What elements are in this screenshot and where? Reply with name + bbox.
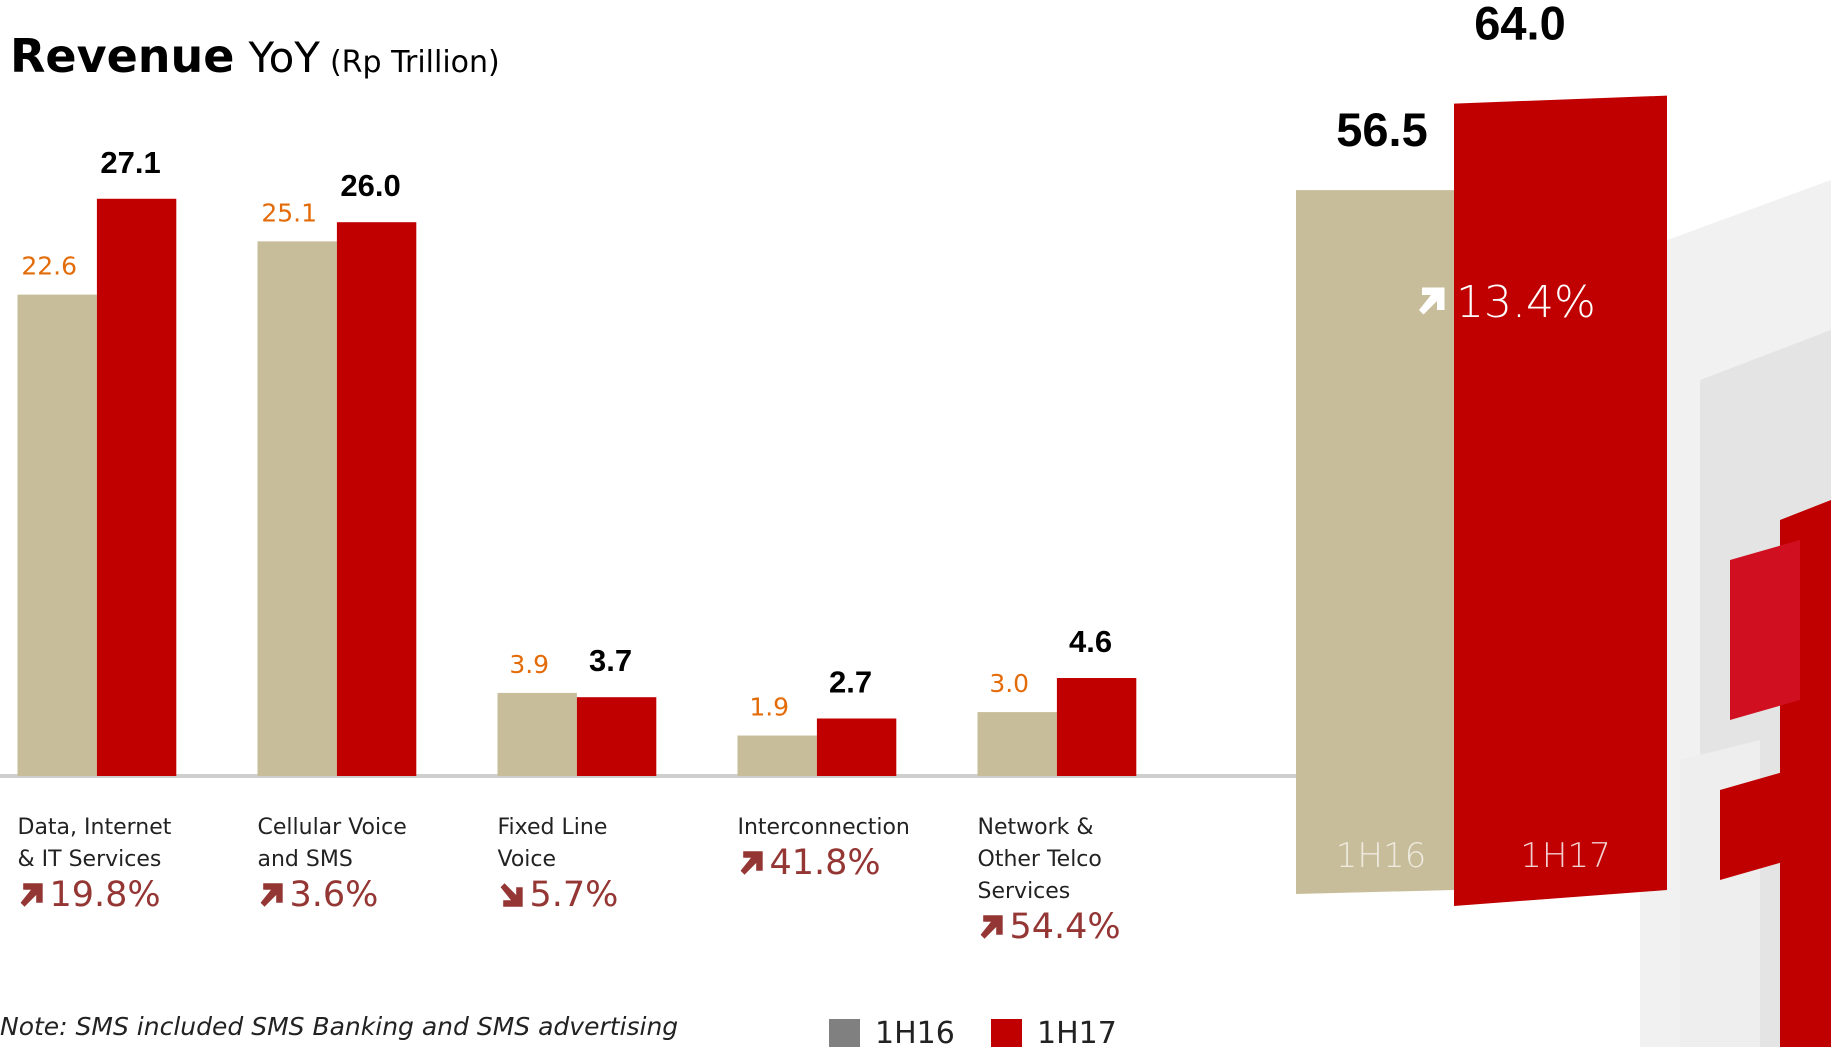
bar xyxy=(336,222,417,776)
value-label: 3.9 xyxy=(509,650,549,679)
legend-swatch xyxy=(829,1019,860,1047)
total-series-label: 1H17 xyxy=(1520,836,1610,876)
category-label: Interconnection xyxy=(737,815,910,840)
category: Network & Other Telco Services 54.4% xyxy=(978,812,1208,948)
arrow-icon xyxy=(500,883,523,907)
value-label: 26.0 xyxy=(340,168,400,203)
title-main: Revenue xyxy=(10,29,235,83)
arrow-icon xyxy=(20,883,43,907)
arrow-shape xyxy=(1419,287,1445,315)
arrow-icon xyxy=(1419,287,1445,315)
title: Revenue YoY (Rp Trillion) xyxy=(10,29,500,83)
change: 41.8% xyxy=(738,842,968,884)
value-label: 3.7 xyxy=(589,643,632,678)
value-label: 4.6 xyxy=(1069,624,1112,659)
change: 5.7% xyxy=(498,874,728,916)
bar xyxy=(1056,678,1137,776)
category-label: Network & Other Telco Services xyxy=(977,815,1102,904)
change-label: 41.8% xyxy=(769,843,881,883)
total-value-label: 64.0 xyxy=(1474,0,1565,50)
total-value-label: 56.5 xyxy=(1336,103,1427,156)
total-bar xyxy=(1454,95,1667,907)
value-label: 27.1 xyxy=(100,145,160,180)
total-change: 13.4% xyxy=(1419,277,1596,328)
title-unit: (Rp Trillion) xyxy=(330,45,500,80)
total-series-label: 1H16 xyxy=(1336,836,1426,876)
change: 3.6% xyxy=(258,874,488,916)
bar xyxy=(96,198,177,776)
bar xyxy=(977,712,1057,776)
category: Data, Internet & IT Services 19.8% xyxy=(18,812,248,916)
change: 54.4% xyxy=(978,906,1208,948)
title-suffix: YoY xyxy=(248,33,321,82)
category: Interconnection 41.8% xyxy=(738,812,968,884)
bar xyxy=(257,241,337,776)
arrow-shape xyxy=(260,883,283,907)
change-label: 19.8% xyxy=(49,875,161,915)
category-label: Fixed Line Voice xyxy=(497,815,608,872)
category: Fixed Line Voice 5.7% xyxy=(498,812,728,916)
change-label: 54.4% xyxy=(1009,907,1121,947)
category: Cellular Voice and SMS 3.6% xyxy=(258,812,488,916)
total-bar xyxy=(1296,190,1454,895)
arrow-icon xyxy=(980,915,1003,939)
change-label: 5.7% xyxy=(529,875,619,915)
category-label: Data, Internet & IT Services xyxy=(17,815,172,872)
arrow-icon xyxy=(260,883,283,907)
arrow-shape xyxy=(500,883,523,907)
value-label: 2.7 xyxy=(829,664,872,699)
arrow-shape xyxy=(20,883,43,907)
legend-label: 1H16 xyxy=(875,1016,955,1047)
value-label: 22.6 xyxy=(21,252,77,281)
value-label: 3.0 xyxy=(989,669,1029,698)
legend-swatch xyxy=(991,1019,1022,1047)
change-label: 3.6% xyxy=(289,875,379,915)
bar xyxy=(816,718,897,776)
legend-label: 1H17 xyxy=(1037,1016,1117,1047)
bar xyxy=(737,735,817,776)
change: 19.8% xyxy=(18,874,248,916)
arrow-icon xyxy=(740,851,763,875)
bar xyxy=(17,294,97,776)
arrow-shape xyxy=(980,915,1003,939)
total-change-label: 13.4% xyxy=(1456,277,1596,328)
arrow-shape xyxy=(740,851,763,875)
value-label: 1.9 xyxy=(749,693,789,722)
bar xyxy=(497,692,577,776)
bar xyxy=(576,697,657,776)
value-label: 25.1 xyxy=(261,198,317,227)
note: Note: SMS included SMS Banking and SMS a… xyxy=(0,1012,678,1041)
decor xyxy=(1640,180,1831,1047)
category-label: Cellular Voice and SMS xyxy=(257,815,407,872)
